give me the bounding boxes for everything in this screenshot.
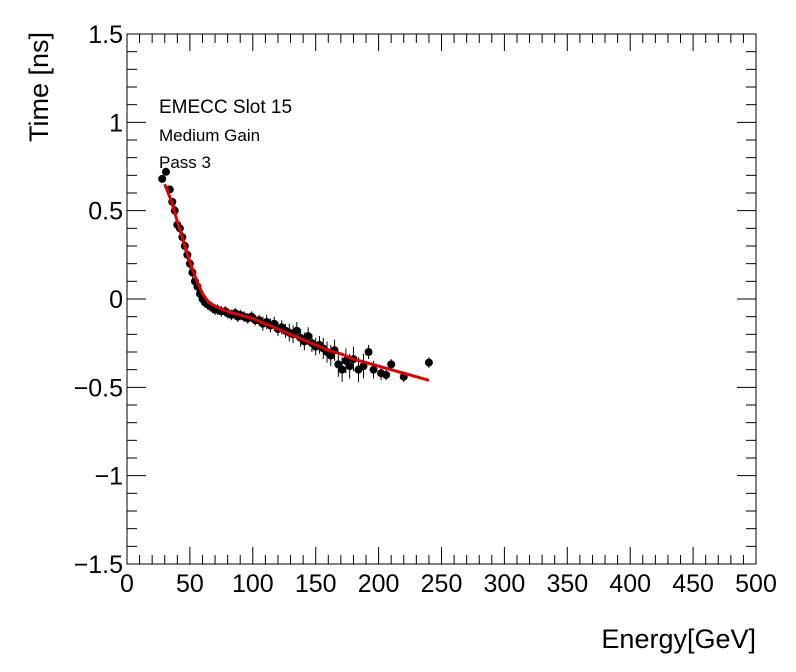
error-bars-group <box>159 168 432 383</box>
data-point <box>161 167 170 176</box>
fit-curve-group <box>163 183 430 382</box>
axis-ticks-group <box>126 33 757 565</box>
x-tick-label: 150 <box>295 570 337 598</box>
data-point <box>345 362 354 371</box>
y-tick-label: −1.5 <box>74 551 123 579</box>
data-point <box>424 358 433 367</box>
data-points-group <box>158 167 433 381</box>
data-point <box>369 365 378 374</box>
x-tick-label: 100 <box>232 570 274 598</box>
x-tick-label: 0 <box>120 570 134 598</box>
y-tick-label: 0 <box>109 286 123 314</box>
x-tick-label: 50 <box>176 570 204 598</box>
annotation-gain: Medium Gain <box>159 126 260 145</box>
y-tick-label: 0.5 <box>88 198 123 226</box>
x-tick-label: 350 <box>546 570 588 598</box>
fit-curve <box>163 183 430 382</box>
y-tick-label: −1 <box>94 463 123 491</box>
x-tick-label: 200 <box>358 570 400 598</box>
data-point <box>158 174 167 183</box>
y-tick-label: −0.5 <box>74 374 123 402</box>
y-tick-label: 1.5 <box>88 21 123 49</box>
data-point <box>364 348 373 356</box>
data-point <box>292 326 301 335</box>
annotation-slot: EMECC Slot 15 <box>159 97 292 118</box>
y-axis-title: Time [ns] <box>24 32 54 142</box>
y-tick-label: 1 <box>109 109 123 137</box>
x-tick-label: 250 <box>421 570 463 598</box>
data-point <box>338 365 347 374</box>
data-point <box>304 332 313 341</box>
annotation-pass: Pass 3 <box>159 153 211 172</box>
x-tick-label: 500 <box>735 570 777 598</box>
data-point <box>387 360 396 369</box>
x-tick-label: 450 <box>672 570 714 598</box>
data-point <box>359 362 368 371</box>
data-point <box>382 370 391 379</box>
x-tick-label: 300 <box>484 570 526 598</box>
x-tick-label: 400 <box>609 570 651 598</box>
tick-labels-group: 0 50 100 150 200 250 300 350 400 450 500 −1.5 −1 −0.5… <box>74 21 777 598</box>
x-axis-title: Energy[GeV] <box>601 624 756 654</box>
